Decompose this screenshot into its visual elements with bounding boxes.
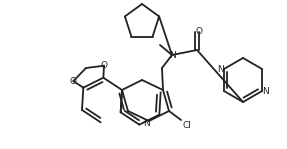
Text: O: O (100, 61, 108, 70)
Text: N: N (169, 51, 175, 59)
Text: Cl: Cl (183, 121, 191, 129)
Text: N: N (143, 119, 149, 128)
Text: N: N (218, 65, 224, 73)
Text: N: N (262, 87, 268, 96)
Text: O: O (195, 27, 203, 35)
Text: O: O (70, 77, 77, 86)
